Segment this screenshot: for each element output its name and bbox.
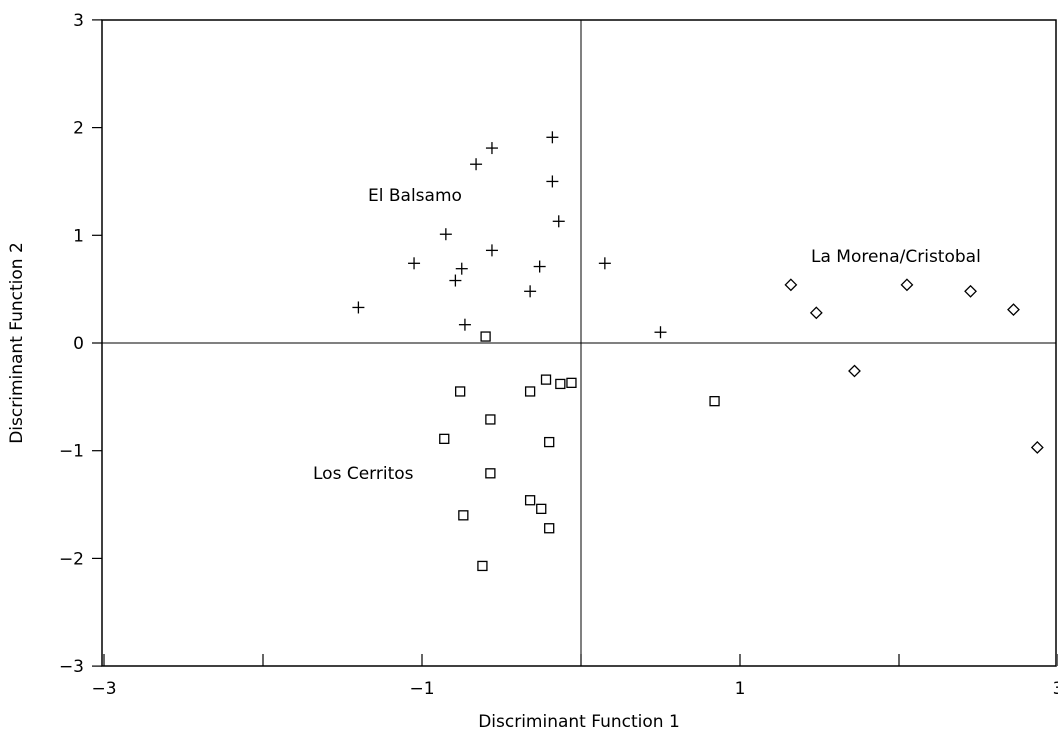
point-los-cerritos [709,396,720,407]
x-tick-label: −3 [91,679,116,699]
group-label: Los Cerritos [313,464,414,484]
point-la-morena-cristobal [900,278,914,292]
point-los-cerritos [524,386,536,397]
point-el-balsamo [546,131,559,144]
x-tick-label: 1 [735,679,746,699]
point-el-balsamo [552,215,565,228]
point-el-balsamo [439,228,452,241]
y-tick-label: −2 [59,549,84,569]
point-el-balsamo [470,158,483,171]
point-el-balsamo [485,244,498,257]
point-los-cerritos [544,523,555,534]
x-tick-label: −1 [409,679,434,699]
point-la-morena-cristobal [1030,441,1044,454]
y-axis-title: Discriminant Function 2 [7,242,27,444]
point-la-morena-cristobal [809,306,823,320]
point-la-morena-cristobal [848,364,861,378]
point-los-cerritos [566,377,577,388]
point-los-cerritos [480,331,491,342]
group-label: La Morena/Cristobal [811,247,981,267]
group-label: El Balsamo [368,186,462,206]
point-los-cerritos [536,503,547,515]
point-los-cerritos [455,386,466,397]
y-tick-label: 0 [73,334,84,354]
point-el-balsamo [485,142,498,155]
point-la-morena-cristobal [964,284,977,298]
y-tick-label: 3 [73,11,84,31]
x-tick-label: 3 [1053,679,1058,699]
y-tick-label: −1 [59,442,84,462]
point-el-balsamo [524,285,537,298]
point-los-cerritos [439,433,450,445]
point-los-cerritos [524,495,536,506]
point-la-morena-cristobal [1007,303,1020,317]
point-el-balsamo [455,262,468,275]
point-los-cerritos [540,374,552,385]
point-la-morena-cristobal [784,278,798,292]
point-los-cerritos [555,378,566,390]
point-los-cerritos [458,510,469,521]
point-el-balsamo [598,257,611,270]
y-tick-label: 1 [73,226,84,246]
x-axis-title: Discriminant Function 1 [478,712,680,732]
point-los-cerritos [485,468,496,479]
y-tick-label: 2 [73,119,84,139]
point-el-balsamo [449,274,462,287]
y-tick-label: −3 [59,657,84,677]
point-el-balsamo [408,257,421,270]
point-el-balsamo [654,326,667,339]
point-los-cerritos [485,414,496,425]
point-los-cerritos [544,436,555,448]
point-el-balsamo [546,175,559,188]
point-el-balsamo [458,318,471,331]
point-el-balsamo [533,260,546,273]
point-los-cerritos [477,560,488,572]
point-el-balsamo [352,301,365,314]
